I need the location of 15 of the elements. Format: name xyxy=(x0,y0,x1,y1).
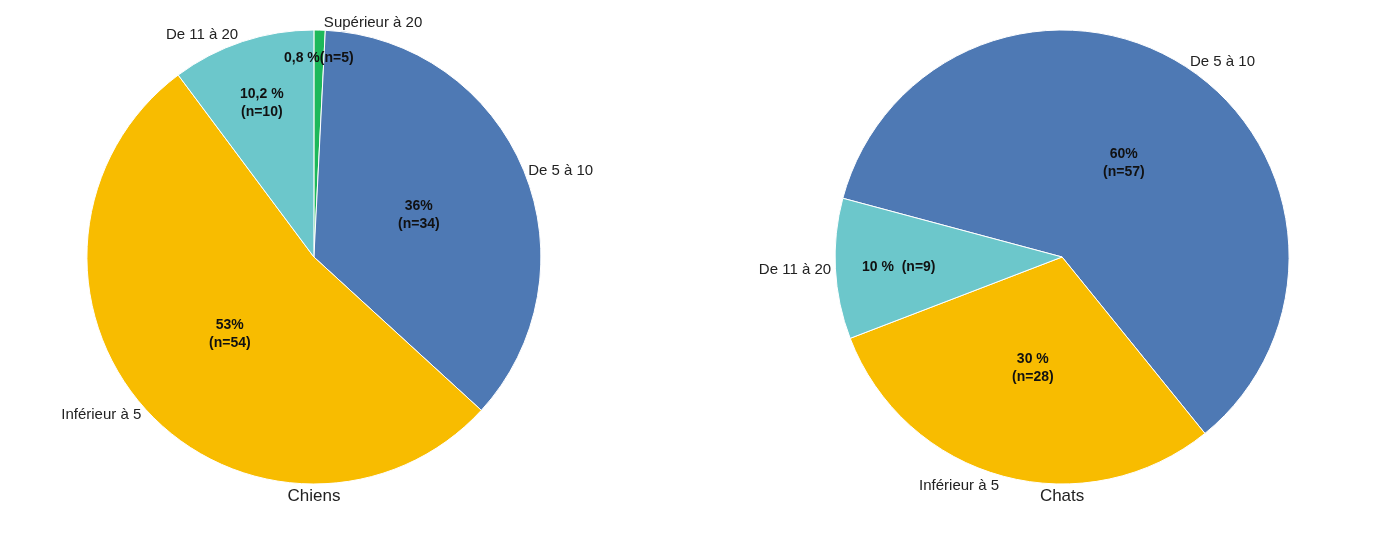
data-label: 53% (n=54) xyxy=(209,316,251,351)
data-label: 10,2 % (n=10) xyxy=(240,85,285,120)
text: Chiens xyxy=(287,486,341,505)
slice-label: De 11 à 20 xyxy=(758,260,832,278)
data-label: 10 % (n=9) xyxy=(862,258,936,274)
slice-label: De 5 à 10 xyxy=(528,161,594,179)
slice-label: Inférieur à 5 xyxy=(919,475,1000,493)
data-label: 30 % (n=28) xyxy=(1012,350,1054,385)
slice-label: De 11 à 20 xyxy=(165,25,239,43)
data-label: 36% (n=34) xyxy=(398,197,440,232)
data-label: 60% (n=57) xyxy=(1103,145,1145,180)
text: Chats xyxy=(1039,486,1085,505)
slice-label: Supérieur à 20 xyxy=(323,13,423,31)
slice-label: Inférieur à 5 xyxy=(61,404,142,422)
slice-label: De 5 à 10 xyxy=(1189,52,1256,70)
